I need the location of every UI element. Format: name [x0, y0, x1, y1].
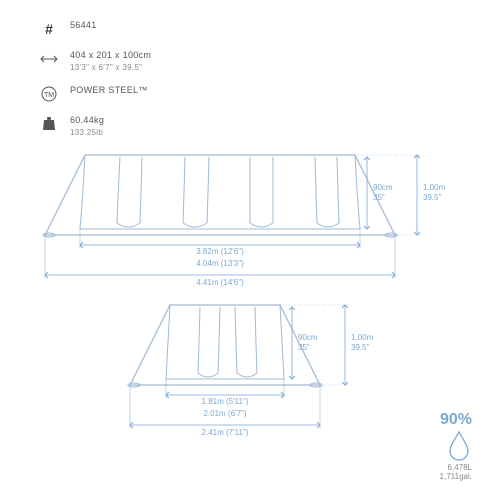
capacity-liters: 6,478L: [440, 463, 472, 473]
spec-list: # 56441 404 x 201 x 100cm 13'3" x 6'7" x…: [40, 20, 151, 151]
dimensions-icon: [40, 50, 58, 68]
dim-long-inner-h-in: 35": [373, 193, 385, 202]
trademark-icon: TM: [40, 85, 58, 103]
dim-long-w-outer: 4.41m (14'6"): [196, 278, 244, 287]
svg-text:TM: TM: [44, 92, 54, 99]
dim-short-w-mid: 2.01m (6'7"): [203, 409, 246, 418]
dim-long-w-mid: 4.04m (13'3"): [196, 259, 244, 268]
dim-short-outer-h-m: 1.00m: [351, 333, 374, 342]
fill-percent: 90%: [440, 411, 472, 429]
model-number: 56441: [70, 20, 97, 32]
dim-long-outer-h-in: 39.5": [423, 193, 442, 202]
capacity-gallons: 1,711gal.: [440, 472, 472, 482]
dim-short-w-inner: 1.81m (5'11"): [202, 397, 249, 406]
dim-long-outer-h-m: 1.00m: [423, 183, 446, 192]
dimensions-text: 404 x 201 x 100cm 13'3" x 6'7" x 39.5": [70, 50, 151, 73]
weight-icon: [40, 115, 58, 133]
hash-icon: #: [40, 20, 58, 38]
spec-weight: 60.44kg 133.25lb: [40, 115, 151, 138]
short-side-view: 90cm 35" 1.00m 39.5" 1.81m (5'11") 2.01m…: [128, 305, 374, 437]
spec-model: # 56441: [40, 20, 151, 38]
spec-dimensions: 404 x 201 x 100cm 13'3" x 6'7" x 39.5": [40, 50, 151, 73]
long-side-view: 90cm 35" 1.00m 39.5" 3.82m (12'6") 4.04m…: [43, 155, 446, 287]
capacity-block: 90% 6,478L 1,711gal.: [440, 411, 472, 482]
dim-short-inner-h-in: 35": [298, 343, 310, 352]
weight-text: 60.44kg 133.25lb: [70, 115, 104, 138]
dim-short-w-outer: 2.41m (7'11"): [202, 428, 249, 437]
water-drop-icon: [448, 431, 472, 461]
dim-short-inner-h-cm: 90cm: [298, 333, 318, 342]
dim-long-w-inner: 3.82m (12'6"): [196, 247, 244, 256]
brand-text: POWER STEEL™: [70, 85, 148, 97]
dim-long-inner-h-cm: 90cm: [373, 183, 393, 192]
spec-brand: TM POWER STEEL™: [40, 85, 151, 103]
technical-diagrams: 90cm 35" 1.00m 39.5" 3.82m (12'6") 4.04m…: [25, 145, 475, 465]
dim-short-outer-h-in: 39.5": [351, 343, 370, 352]
